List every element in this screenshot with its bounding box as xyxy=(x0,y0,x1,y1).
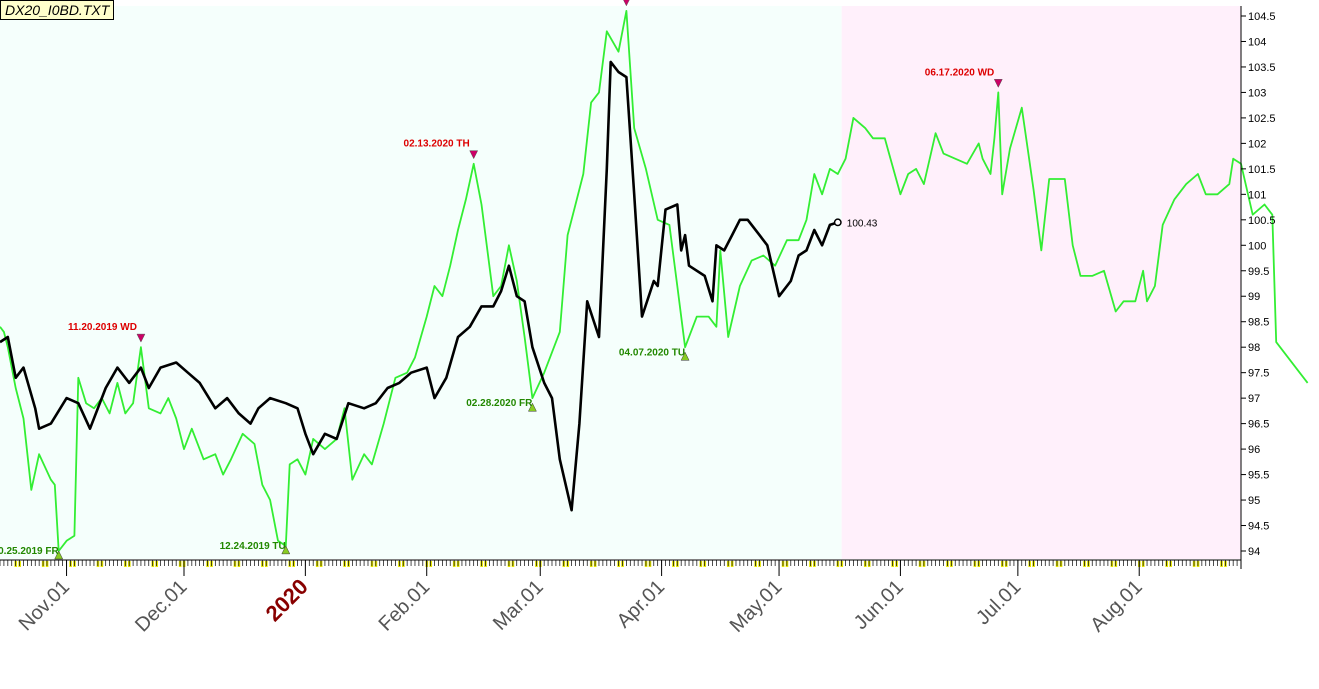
x-tick-label: 2020 xyxy=(261,574,313,626)
low-marker xyxy=(54,550,64,560)
y-tick-label: 102.5 xyxy=(1248,113,1276,125)
y-tick-label: 103 xyxy=(1248,87,1266,99)
x-tick-label: Dec.01 xyxy=(131,576,191,636)
y-tick-label: 103.5 xyxy=(1248,62,1276,74)
low-label: 12.24.2019 TU xyxy=(220,541,286,552)
high-marker xyxy=(993,79,1003,88)
x-tick-label: May.01 xyxy=(726,576,787,637)
last-value-marker xyxy=(833,218,842,227)
y-tick-label: 100 xyxy=(1248,240,1266,252)
x-tick-label: Nov.01 xyxy=(15,576,74,635)
y-tick-label: 95.5 xyxy=(1248,470,1269,482)
file-name-label: DX20_I0BD.TXT xyxy=(0,0,115,20)
turning-point-annotations: 10.25.2019 FR 11.20.2019 WD 12.24.2019 TU 0… xyxy=(0,0,1003,560)
y-axis: 94 94.5 95 95.5 96 96.5 97 97.5 98 98.5 99 99.5 100 1… xyxy=(1240,6,1276,569)
low-marker xyxy=(528,402,537,412)
y-tick-label: 104.5 xyxy=(1248,11,1276,23)
high-label: 06.17.2020 WD xyxy=(925,67,995,78)
high-marker xyxy=(469,150,479,160)
y-tick-label: 98.5 xyxy=(1248,317,1269,329)
high-marker xyxy=(136,333,146,343)
y-tick-label: 97 xyxy=(1248,393,1260,405)
history-background xyxy=(0,6,842,559)
y-tick-label: 96 xyxy=(1248,444,1260,456)
x-tick-label: Aug.01 xyxy=(1086,576,1146,636)
forecast-background xyxy=(841,6,1241,559)
high-label: 11.20.2019 WD xyxy=(68,322,137,333)
y-tick-label: 104 xyxy=(1248,36,1266,48)
last-value-label: 100.43 xyxy=(847,218,878,229)
x-axis-ticks xyxy=(0,560,1242,567)
series-lines: 100.43 xyxy=(0,9,1309,552)
y-tick-label: 100.5 xyxy=(1248,215,1276,227)
x-tick-label: Jun.01 xyxy=(850,576,908,634)
y-tick-label: 94 xyxy=(1248,546,1260,558)
low-marker xyxy=(281,545,291,555)
y-tick-label: 97.5 xyxy=(1248,368,1269,380)
x-tick-label: Jul.01 xyxy=(972,576,1025,629)
x-tick-label: Mar.01 xyxy=(489,576,548,635)
x-axis: Nov.01 Dec.01 2020 Feb.01 Mar.01 Apr.01 May.01… xyxy=(0,559,1241,637)
y-tick-label: 95 xyxy=(1248,495,1260,507)
y-tick-label: 101.5 xyxy=(1248,164,1276,176)
low-label: 04.07.2020 TU xyxy=(619,347,685,358)
low-label: 02.28.2020 FR xyxy=(466,398,533,409)
y-tick-label: 102 xyxy=(1248,138,1266,150)
actual-series-line xyxy=(0,60,839,512)
high-marker xyxy=(623,0,630,7)
low-label: 10.25.2019 FR xyxy=(0,546,59,557)
x-tick-label: Apr.01 xyxy=(613,576,669,632)
x-tick-label: Feb.01 xyxy=(375,576,435,636)
low-marker xyxy=(680,351,690,361)
y-tick-label: 96.5 xyxy=(1248,419,1269,431)
y-tick-label: 99 xyxy=(1248,291,1260,303)
y-tick-label: 94.5 xyxy=(1248,521,1269,533)
y-tick-label: 101 xyxy=(1248,189,1266,201)
y-tick-label: 98 xyxy=(1248,342,1260,354)
high-label: 02.13.2020 TH xyxy=(404,139,470,150)
forecast-series-line xyxy=(0,9,1309,552)
y-tick-label: 99.5 xyxy=(1248,266,1269,278)
